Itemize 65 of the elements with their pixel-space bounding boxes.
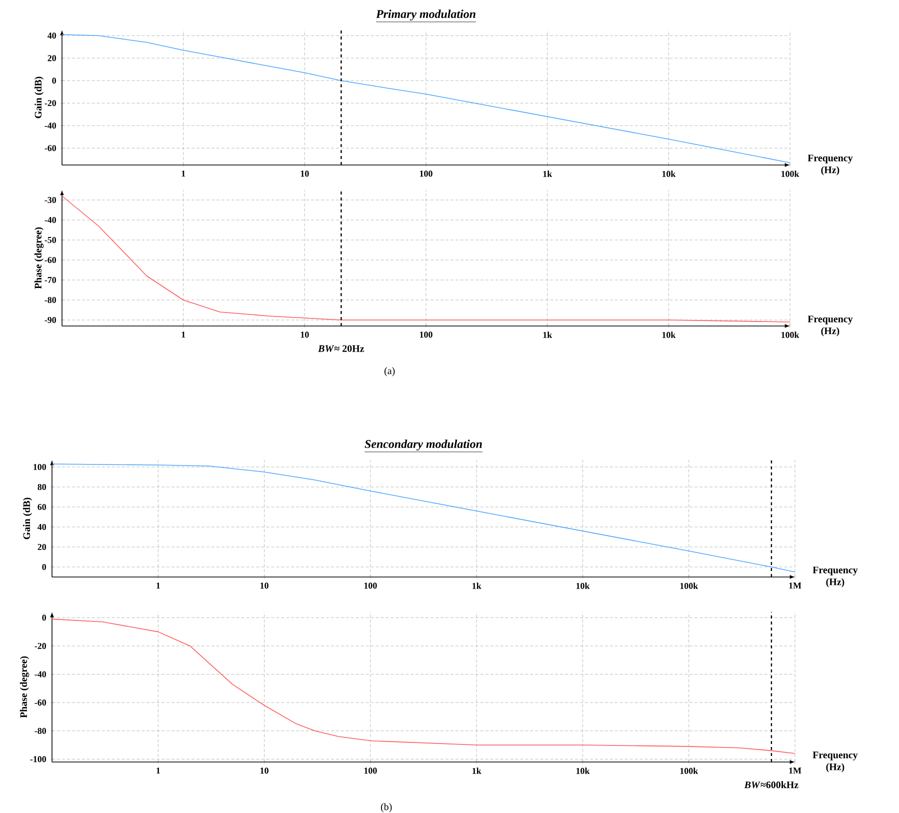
y-tick-label: 20 — [48, 54, 56, 62]
y-axis-title: Phase (degree) — [34, 227, 44, 289]
y-tick-label: -60 — [34, 699, 46, 706]
x-tick-label: 100k — [680, 582, 698, 589]
x-tick-label: 1 — [182, 170, 186, 176]
ref-line-label: BW≈ 20Hz — [318, 345, 364, 352]
chart-title: Sencondary modulation — [364, 440, 482, 450]
y-tick-label: 0 — [52, 77, 56, 84]
chart-title: Primary modulation — [376, 10, 476, 20]
y-axis-title: Phase (degree) — [20, 656, 30, 718]
y-tick-label: 80 — [38, 484, 46, 490]
x-axis-title: Frequency (Hz) — [808, 154, 853, 176]
y-tick-label: 40 — [48, 32, 56, 39]
x-tick-label: 100k — [782, 332, 800, 338]
x-tick-label: 10 — [300, 170, 309, 177]
y-tick-label: -60 — [44, 144, 56, 152]
y-tick-label: -40 — [34, 671, 46, 678]
x-tick-label: 10 — [300, 332, 309, 338]
x-tick-label: 10k — [662, 170, 676, 177]
y-tick-label: 60 — [38, 504, 46, 510]
x-tick-label: 1 — [182, 332, 186, 338]
y-tick-label: -80 — [34, 728, 46, 734]
x-tick-label: 1 — [156, 582, 160, 588]
x-tick-label: 10 — [260, 768, 268, 774]
y-tick-label: -30 — [44, 196, 56, 203]
y-tick-label: 100 — [34, 464, 46, 470]
ref-line-label: BW≈600kHz — [744, 781, 798, 788]
x-tick-label: 1M — [789, 768, 802, 774]
x-tick-label: 10k — [576, 768, 590, 774]
x-tick-label: 1k — [472, 768, 482, 774]
y-tick-label: -100 — [30, 756, 46, 762]
x-tick-label: 1k — [472, 582, 482, 589]
y-tick-label: -20 — [34, 642, 46, 649]
x-tick-label: 10k — [662, 332, 676, 338]
y-tick-label: -80 — [44, 296, 56, 303]
y-tick-label: -40 — [44, 216, 56, 223]
text: (b) — [380, 803, 392, 812]
y-tick-label: -90 — [44, 316, 56, 323]
x-tick-label: 100k — [782, 170, 800, 177]
y-tick-label: -20 — [44, 100, 56, 106]
x-tick-label: 100 — [420, 332, 432, 338]
y-tick-label: -40 — [44, 122, 56, 129]
y-tick-label: -60 — [44, 256, 56, 263]
x-tick-label: 10 — [260, 582, 268, 589]
x-tick-label: 100k — [680, 768, 698, 774]
text: (a) — [384, 367, 395, 376]
y-axis-title: Gain (dB) — [23, 498, 32, 540]
y-axis-title: Gain (dB) — [34, 76, 44, 118]
y-tick-label: 0 — [42, 564, 46, 570]
y-tick-label: -70 — [44, 276, 56, 283]
y-tick-label: 0 — [42, 614, 46, 621]
x-tick-label: 100 — [364, 768, 377, 774]
x-tick-label: 1k — [543, 170, 552, 177]
x-tick-label: 1 — [156, 768, 160, 774]
x-tick-label: 100 — [420, 170, 432, 177]
x-tick-label: 1k — [543, 332, 552, 338]
y-tick-label: 40 — [38, 524, 46, 530]
x-tick-label: 100 — [364, 582, 377, 589]
x-axis-title: Frequency (Hz) — [812, 752, 858, 772]
y-tick-label: -50 — [44, 236, 56, 243]
x-tick-label: 1M — [789, 582, 802, 588]
x-axis-title: Frequency (Hz) — [812, 566, 858, 588]
y-tick-label: 20 — [38, 544, 46, 550]
x-axis-title: Frequency (Hz) — [808, 316, 853, 336]
x-tick-label: 10k — [576, 582, 590, 589]
